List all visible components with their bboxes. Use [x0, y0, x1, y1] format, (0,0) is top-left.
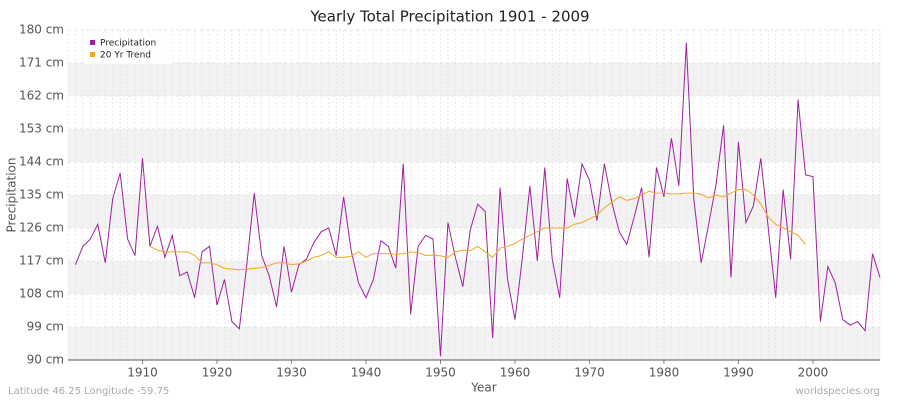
band [68, 228, 880, 261]
y-tick-label: 171 cm [19, 56, 64, 70]
y-tick-label: 99 cm [27, 320, 64, 334]
y-tick-label: 90 cm [27, 353, 64, 367]
x-tick-label: 1970 [574, 366, 605, 380]
y-tick-label: 144 cm [19, 155, 64, 169]
legend-label: 20 Yr Trend [100, 51, 151, 61]
series-line [149, 189, 806, 271]
band [68, 96, 880, 129]
y-tick-label: 135 cm [19, 188, 64, 202]
x-tick-label: 1940 [351, 366, 382, 380]
x-tick-label: 2000 [798, 366, 829, 380]
band [68, 162, 880, 195]
band [68, 294, 880, 327]
band [68, 327, 880, 360]
y-tick-label: 162 cm [19, 89, 64, 103]
band [68, 195, 880, 228]
y-tick-label: 180 cm [19, 23, 64, 37]
band [68, 30, 880, 63]
y-tick-label: 153 cm [19, 122, 64, 136]
y-tick-label: 117 cm [19, 254, 64, 268]
legend-swatch [90, 40, 95, 45]
x-tick-label: 1980 [649, 366, 680, 380]
footer-left: Latitude 46.25 Longitude -59.75 [8, 386, 169, 397]
y-tick-label: 126 cm [19, 221, 64, 235]
x-tick-label: 1990 [723, 366, 754, 380]
series-line [74, 42, 881, 357]
band [68, 63, 880, 96]
x-axis-label: Year [470, 381, 496, 395]
x-tick-label: 1950 [425, 366, 456, 380]
footer-right: worldspecies.org [796, 386, 880, 397]
y-axis-label: Precipitation [5, 157, 19, 232]
legend-box [86, 35, 172, 64]
band [68, 129, 880, 162]
chart-title: Yearly Total Precipitation 1901 - 2009 [309, 8, 589, 26]
legend-label: Precipitation [100, 39, 156, 49]
y-tick-label: 108 cm [19, 287, 64, 301]
x-tick-label: 1960 [500, 366, 531, 380]
x-tick-label: 1920 [202, 366, 233, 380]
x-tick-label: 1930 [276, 366, 307, 380]
x-tick-label: 1910 [127, 366, 158, 380]
band [68, 261, 880, 294]
legend-swatch [90, 52, 95, 57]
